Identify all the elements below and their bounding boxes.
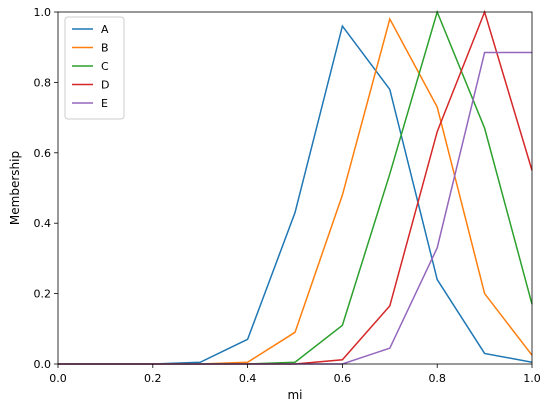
series-line-a — [58, 24, 533, 365]
y-tick-label: 0.6 — [34, 147, 52, 160]
y-tick-label: 0.0 — [34, 358, 52, 371]
x-axis-label: mi — [287, 388, 302, 402]
x-tick-label: 0.4 — [239, 372, 257, 385]
y-tick-label: 0.2 — [34, 288, 52, 301]
x-tick-label: 0.0 — [49, 372, 67, 385]
x-tick-label: 0.6 — [334, 372, 352, 385]
y-tick-label: 1.0 — [34, 6, 52, 19]
x-tick-label: 1.0 — [523, 372, 541, 385]
y-tick-label: 0.8 — [34, 76, 52, 89]
plot-frame — [57, 11, 533, 365]
y-tick-label: 0.4 — [34, 217, 52, 230]
legend-label-e: E — [101, 97, 108, 110]
axes-layer: 0.0 0.2 0.4 0.6 0.8 1.0 0.0 0.2 0.4 0.6 0.8 1.0 — [34, 6, 541, 385]
x-tick-label: 0.8 — [428, 372, 446, 385]
legend-label-b: B — [101, 42, 109, 55]
plot-layer — [58, 9, 533, 365]
x-tick-label: 0.2 — [144, 372, 162, 385]
legend-label-d: D — [101, 79, 109, 92]
series-line-d — [58, 9, 533, 365]
series-line-c — [58, 9, 533, 365]
legend-label-c: C — [101, 60, 109, 73]
legend-label-a: A — [101, 23, 109, 36]
y-axis-label: Membership — [8, 151, 22, 225]
legend-box — [64, 16, 125, 120]
